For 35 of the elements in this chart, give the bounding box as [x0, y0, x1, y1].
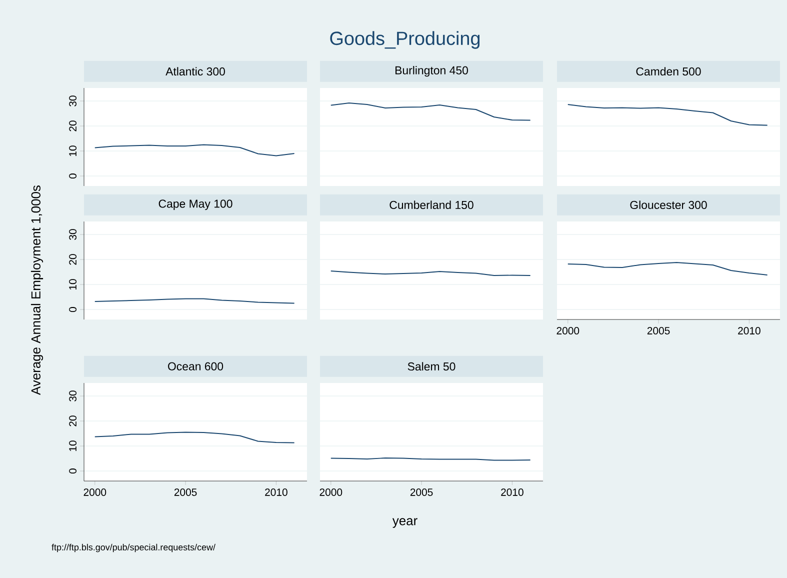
x-tick-label: 2005 [174, 488, 197, 496]
x-tick-label: 2000 [556, 327, 580, 334]
text: Goods_Producing [330, 31, 480, 49]
chart-title: Cumberland 150 [390, 200, 474, 210]
chart-title: Burlington 450 [395, 66, 468, 77]
text: Average Annual Employment 1,000s [30, 186, 44, 395]
line-series [94, 144, 295, 156]
x-tick-label: 2010 [265, 488, 288, 496]
chart-title: Salem 50 [408, 362, 456, 371]
chart-title: Atlantic 300 [166, 67, 225, 76]
y-tick-label: 10 [69, 279, 76, 290]
text: ftp://ftp.bls.gov/pub/special.requests/cew/ [52, 544, 216, 552]
y-tick-label: 0 [69, 468, 76, 474]
chart-title: Camden 500 [636, 67, 701, 76]
y-tick-label: 0 [69, 307, 76, 312]
chart-title: Gloucester 300 [630, 200, 707, 210]
x-tick-label: 2000 [320, 488, 342, 496]
y-tick-label: 0 [69, 174, 76, 179]
x-tick-label: 2010 [501, 488, 524, 496]
y-tick-label: 10 [69, 440, 76, 452]
y-tick-label: 30 [69, 229, 76, 240]
text: year [392, 518, 418, 528]
x-tick-label: 2005 [410, 488, 433, 496]
y-tick-label: 20 [69, 254, 76, 265]
y-tick-label: 20 [69, 120, 76, 132]
chart-title: Cape May 100 [158, 200, 232, 210]
chart-title: Ocean 600 [168, 362, 224, 370]
y-tick-label: 20 [69, 416, 76, 426]
x-tick-label: 2010 [738, 327, 760, 334]
x-tick-label: 2000 [84, 488, 106, 496]
y-tick-label: 10 [69, 146, 76, 156]
x-tick-label: 2005 [647, 327, 670, 334]
y-tick-label: 30 [69, 390, 76, 402]
line-series [94, 432, 295, 444]
y-tick-label: 30 [69, 96, 76, 106]
